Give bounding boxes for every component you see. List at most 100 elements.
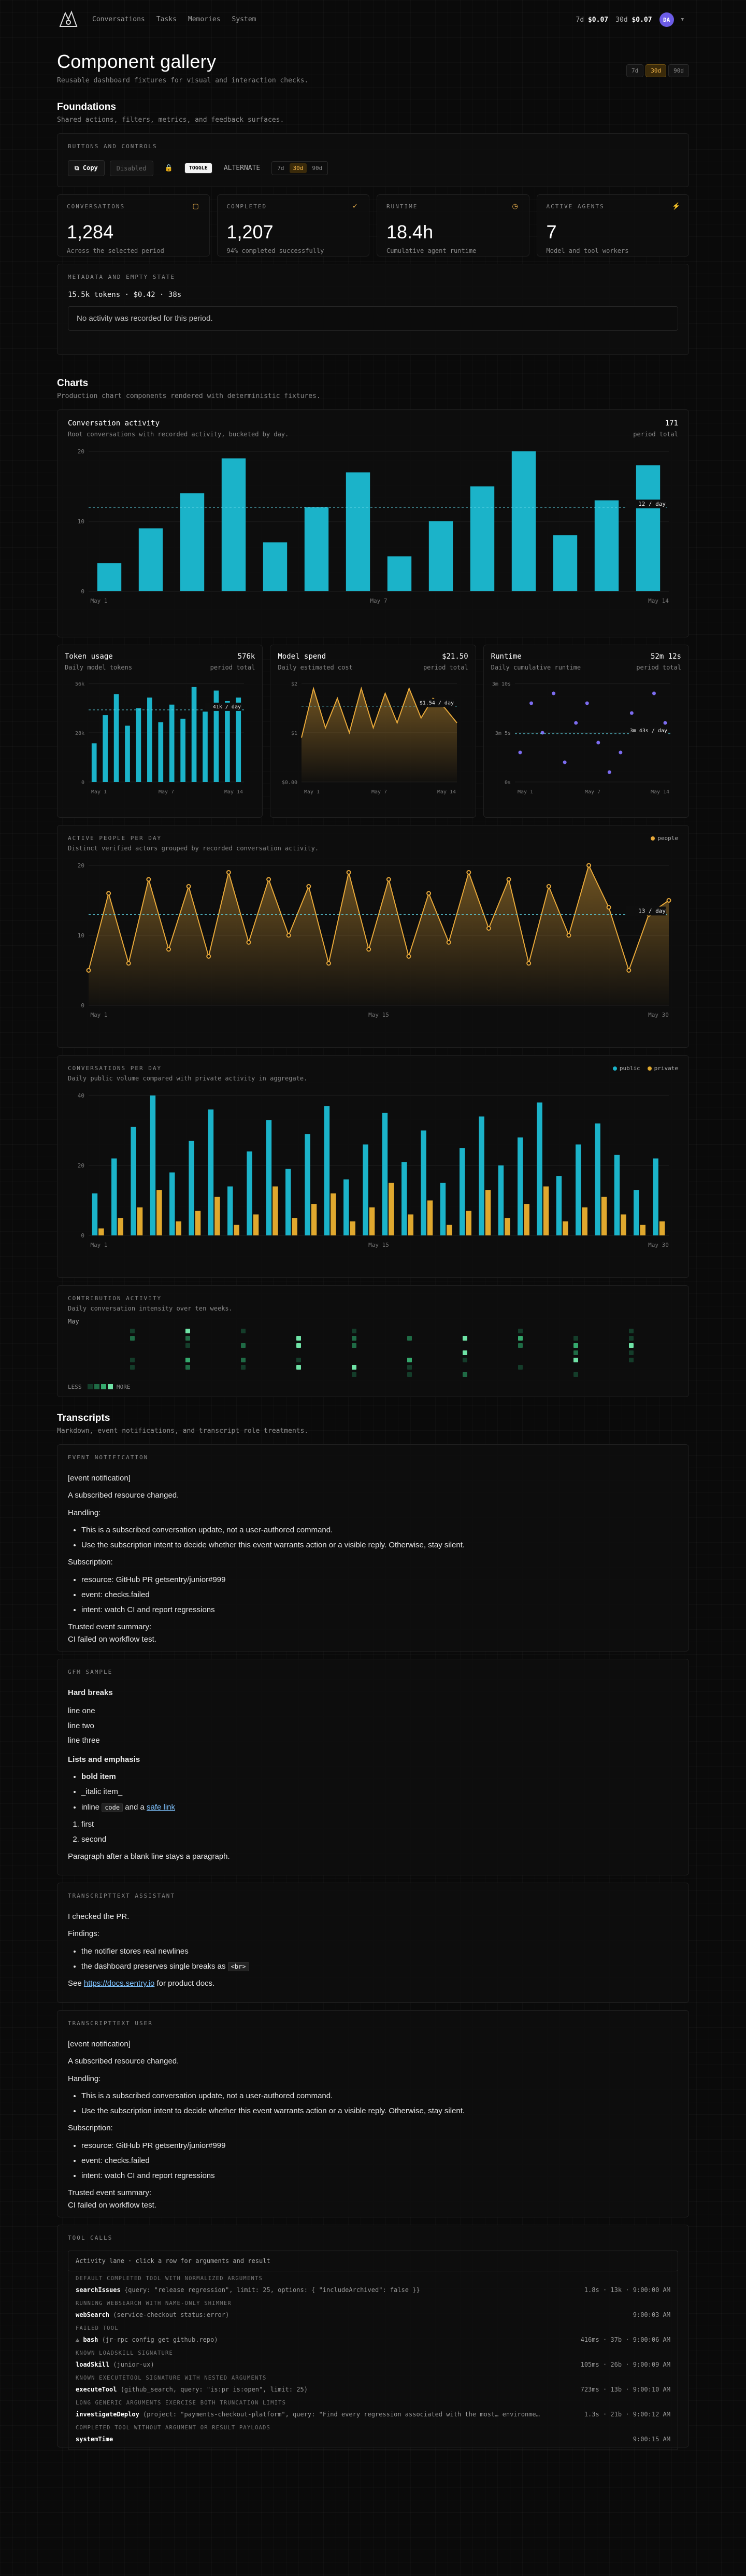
range-7d[interactable]: 7d [626, 64, 644, 77]
range-30d[interactable]: 30d [645, 64, 667, 77]
bar-public [169, 1172, 175, 1235]
list-item: inline code and a safe link [81, 1801, 678, 1813]
tool-name: webSearch [76, 2311, 110, 2318]
avatar[interactable]: DA [659, 12, 674, 27]
chart-card-model-spend: Model spend Daily estimated cost $21.50 pe… [270, 645, 476, 818]
x-tick-label: May 14 [651, 789, 669, 795]
tool-call-row[interactable]: ⚠ bash (jr-rpc config get github.repo) 41… [68, 2333, 678, 2346]
bar-private [350, 1221, 355, 1235]
logo-icon[interactable] [57, 8, 80, 31]
inline-code: <br> [227, 1961, 249, 1971]
x-tick-label: May 14 [224, 789, 243, 795]
alternate-button[interactable]: ALTERNATE [223, 164, 261, 172]
tool-call-row[interactable]: executeTool (github_search, query: "is:p… [68, 2383, 678, 2396]
bar-private [214, 1197, 220, 1235]
tool-call-list: DEFAULT COMPLETED TOOL WITH NORMALIZED A… [68, 2271, 678, 2450]
safe-link[interactable]: safe link [147, 1802, 176, 1812]
data-point [540, 731, 544, 735]
chart-title: Conversation activity [68, 419, 160, 428]
metric-grid: Conversations ▢ 1,284 Across the selecte… [57, 194, 689, 257]
tool-call-signature: ⚠ bash (jr-rpc config get github.repo) [76, 2336, 218, 2343]
active-people-chart: 0 10 20 May 1 May 15 May 30 13 / day [78, 862, 671, 1018]
legend-label: people [657, 835, 678, 842]
tool-meta: 723ms · 13b · 9:00:10 AM [580, 2386, 670, 2393]
lock-icon[interactable]: 🔒 [164, 164, 173, 172]
bar-public [324, 1106, 330, 1235]
tool-call-row[interactable]: investigateDeploy (project: "payments-ch… [68, 2408, 678, 2421]
bar-private [118, 1218, 123, 1235]
summary-text: CI failed on workflow test. [68, 1634, 156, 1644]
x-tick-label: May 15 [368, 1242, 389, 1248]
seg-90d[interactable]: 90d [312, 165, 323, 172]
heat-cell [352, 1329, 356, 1333]
conversation-activity-chart: 0 10 20 May 1 May 7 May 14 12 / day [78, 448, 669, 604]
data-point [126, 961, 131, 966]
tool-call-row[interactable]: systemTime 9:00:15 AM [68, 2433, 678, 2445]
chevron-down-icon[interactable]: ▼ [681, 17, 684, 22]
data-point [86, 968, 91, 973]
metadata-line: 15.5k tokens · $0.42 · 38s [68, 291, 182, 299]
bar-private [447, 1225, 452, 1235]
nav-link-memories[interactable]: Memories [188, 15, 221, 23]
tool-args: (project: "payments-checkout-platform", … [139, 2411, 540, 2418]
bar-private [156, 1190, 162, 1235]
metric-card-runtime: Runtime ◷ 18.4h Cumulative agent runtime [377, 194, 529, 257]
heat-cell [629, 1329, 634, 1333]
event-notification-card: Event notification [event notification] … [57, 1444, 689, 1652]
metric-label: Runtime [386, 203, 418, 210]
bar [147, 698, 152, 782]
user-transcript-card: Transcripttext user [event notification]… [57, 2010, 689, 2217]
toggle-button[interactable]: TOGGLE [184, 163, 212, 174]
metric-card-agents: Active agents ⚡ 7 Model and tool workers [536, 194, 689, 257]
x-tick-label: May 30 [648, 1012, 669, 1018]
md-paragraph: Subscription: [68, 2124, 113, 2133]
tool-call-row[interactable]: webSearch (service-checkout status:error… [68, 2309, 678, 2321]
heat-cell [518, 1343, 523, 1348]
chart-title: Conversations per day [68, 1065, 162, 1072]
data-point [607, 770, 611, 774]
average-label-bg [418, 699, 454, 707]
nav-link-tasks[interactable]: Tasks [156, 15, 177, 23]
tool-call-row[interactable]: searchIssues {query: "release regression… [68, 2284, 678, 2296]
seg-7d[interactable]: 7d [277, 165, 284, 172]
nav-link-conversations[interactable]: Conversations [92, 15, 145, 23]
data-point [606, 905, 611, 910]
md-list: resource: GitHub PR getsentry/junior#999… [81, 1574, 678, 1616]
metric-label: Completed [226, 203, 267, 210]
check-icon: ✓ [352, 202, 358, 210]
bar-private [659, 1221, 665, 1235]
data-point [266, 877, 271, 882]
metric-value: 7 [546, 221, 557, 243]
docs-link[interactable]: https://docs.sentry.io [83, 1979, 155, 1988]
data-point [663, 721, 667, 725]
bar-private [369, 1207, 375, 1235]
bar-public [111, 1158, 117, 1235]
tool-group-label: RUNNING WEBSEARCH WITH NAME-ONLY SHIMMER [76, 2300, 232, 2307]
y-tick-label: 0 [81, 1232, 84, 1239]
heat-cell [352, 1336, 356, 1341]
copy-button[interactable]: ⧉ Copy [68, 160, 105, 176]
seg-30d[interactable]: 30d [289, 163, 307, 173]
disabled-button[interactable]: Disabled [109, 160, 153, 176]
range-90d[interactable]: 90d [668, 64, 689, 77]
bar-private [466, 1211, 471, 1235]
md-paragraph: A subscribed resource changed. [68, 2057, 179, 2066]
tool-args: (service-checkout status:error) [109, 2311, 229, 2318]
average-label: 3m 43s / day [629, 728, 667, 734]
bar-public [363, 1144, 368, 1235]
nav-link-system[interactable]: System [232, 15, 256, 23]
contribution-subtitle: Daily conversation intensity over ten we… [68, 1305, 233, 1312]
list-item: intent: watch CI and report regressions [81, 2170, 678, 2182]
bar-public [382, 1113, 388, 1235]
md-paragraph: Findings: [68, 1929, 99, 1939]
bar-public [653, 1158, 658, 1235]
heat-cell [573, 1343, 578, 1348]
buttons-eyebrow: Buttons and controls [68, 143, 157, 150]
bar-private [98, 1228, 104, 1235]
data-point [246, 940, 251, 945]
data-point [226, 870, 231, 875]
tool-args: (jr-rpc config get github.repo) [98, 2336, 218, 2343]
list-item: Use the subscription intent to decide wh… [81, 1539, 678, 1551]
metric-sub: Across the selected period [67, 247, 164, 254]
tool-call-row[interactable]: loadSkill (junior-ux) 105ms · 26b · 9:00:… [68, 2358, 678, 2371]
